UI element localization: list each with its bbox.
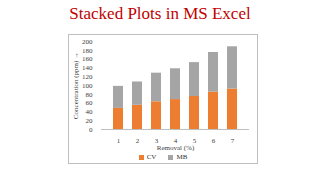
svg-text:20: 20 xyxy=(86,117,94,125)
svg-text:Concentration (ppm) →: Concentration (ppm) → xyxy=(72,52,80,119)
svg-text:200: 200 xyxy=(82,38,93,46)
svg-text:100: 100 xyxy=(82,82,93,90)
svg-text:Removal (%): Removal (%) xyxy=(157,144,195,152)
svg-text:180: 180 xyxy=(82,47,93,55)
svg-text:5: 5 xyxy=(192,137,197,146)
svg-text:7: 7 xyxy=(231,137,235,145)
html-text:MB: MB xyxy=(176,153,188,161)
svg-text:1: 1 xyxy=(117,137,121,145)
svg-text:0: 0 xyxy=(89,126,93,134)
svg-text:6: 6 xyxy=(212,137,216,145)
svg-text:120: 120 xyxy=(82,73,93,81)
html-text:Stacked Plots in MS Excel: Stacked Plots in MS Excel xyxy=(69,4,251,23)
svg-text:140: 140 xyxy=(82,64,93,72)
svg-text:2: 2 xyxy=(136,137,140,145)
html-text:CV: CV xyxy=(146,153,157,161)
svg-text:4: 4 xyxy=(173,137,178,146)
svg-text:60: 60 xyxy=(86,99,94,107)
svg-text:80: 80 xyxy=(86,91,94,99)
svg-text:160: 160 xyxy=(82,55,93,63)
svg-text:40: 40 xyxy=(86,108,94,116)
svg-text:3: 3 xyxy=(154,137,159,146)
